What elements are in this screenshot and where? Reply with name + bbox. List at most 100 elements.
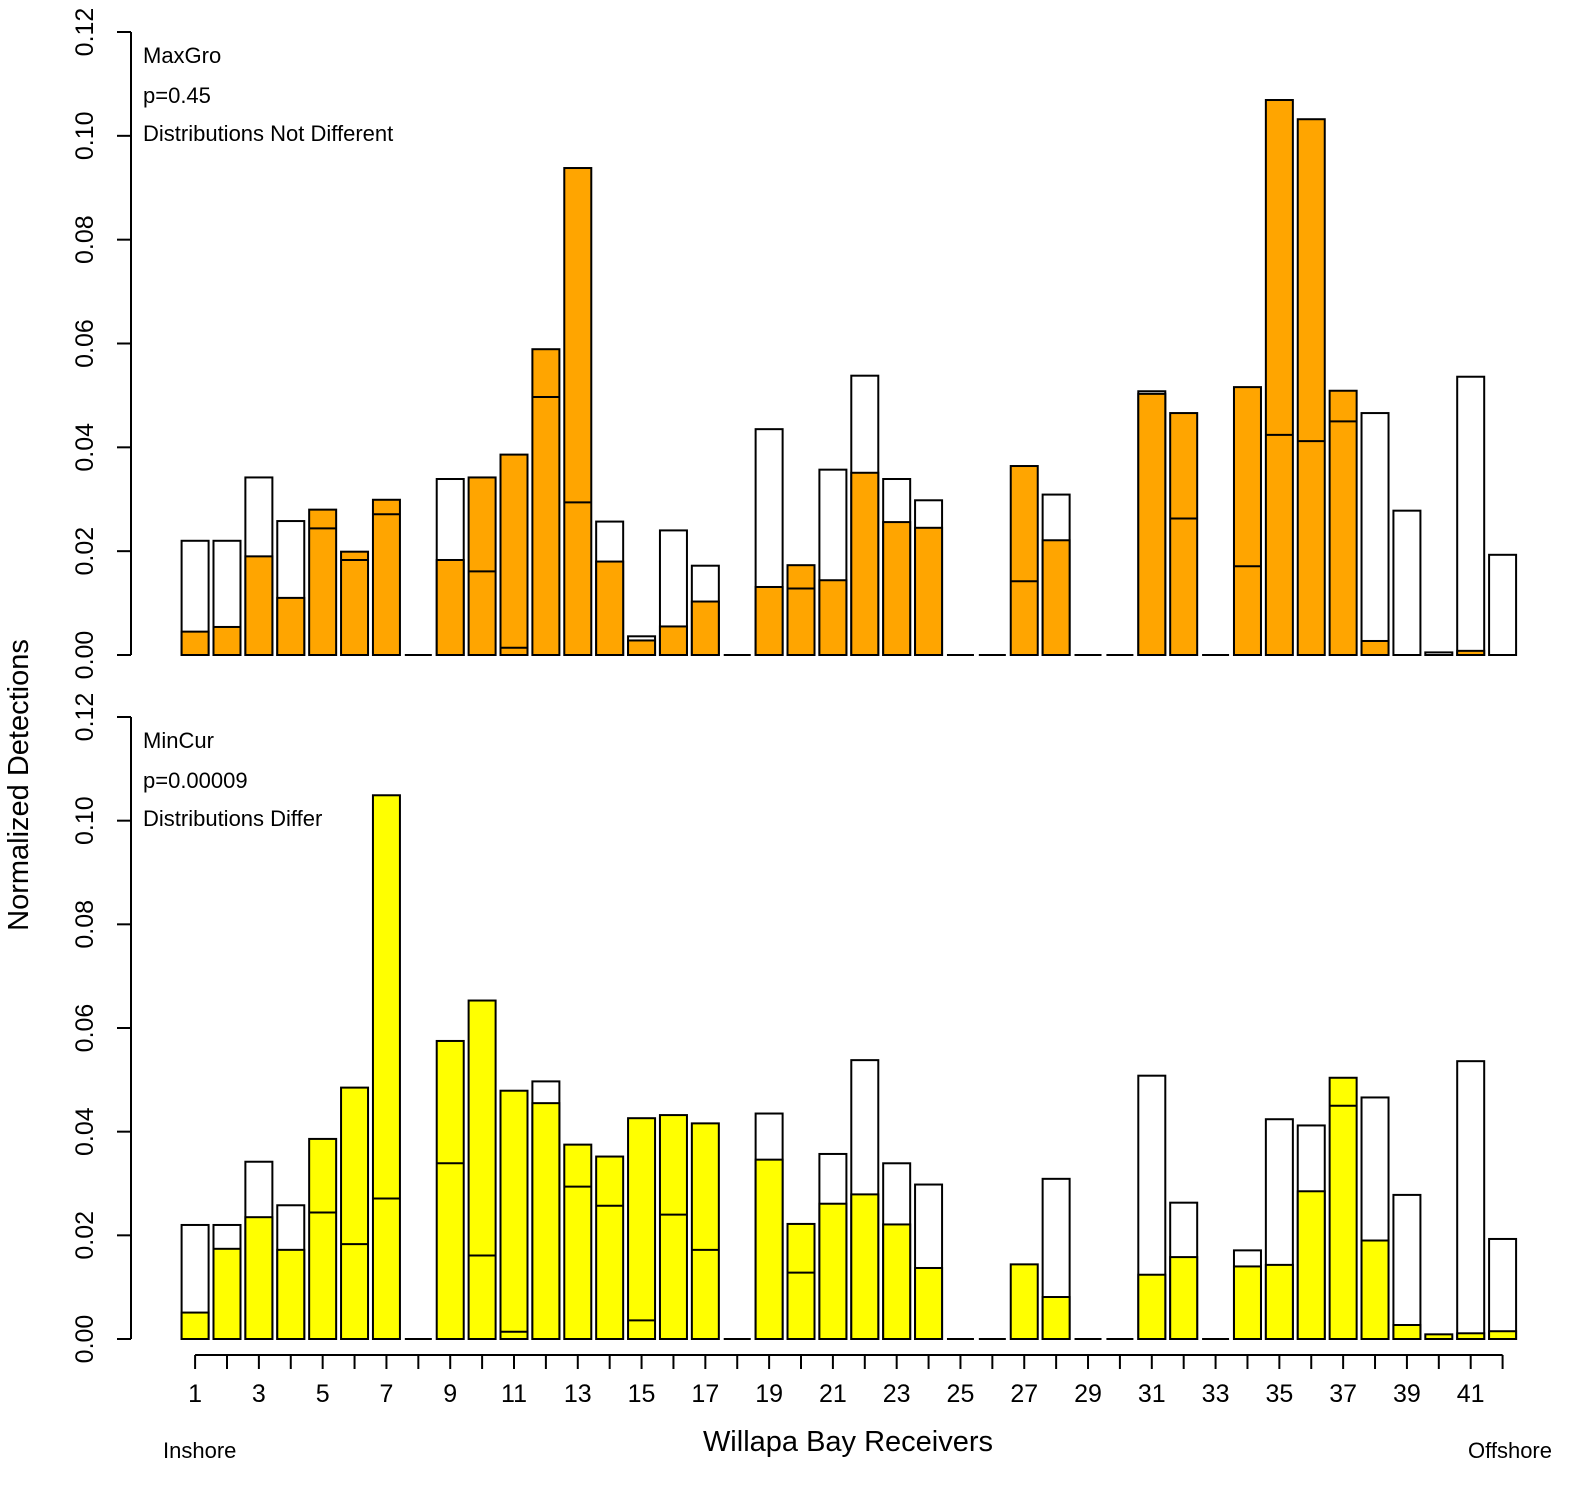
x-tick-label: 7 xyxy=(379,1380,393,1408)
bar-group-14 xyxy=(595,520,625,656)
bar-group-4 xyxy=(276,1204,306,1341)
bar-group-15 xyxy=(627,1117,657,1340)
bar-fill xyxy=(627,639,657,656)
bar-group-3 xyxy=(244,1160,274,1340)
bar-group-24 xyxy=(914,499,944,656)
bar-group-20 xyxy=(786,1222,816,1341)
bar-fill xyxy=(1009,1263,1039,1340)
bar-group-10 xyxy=(467,476,497,656)
x-tick-label: 17 xyxy=(691,1380,719,1408)
bar-fill xyxy=(1424,1333,1454,1340)
bar-group-27 xyxy=(1009,465,1039,657)
bar-group-35 xyxy=(1264,99,1294,657)
y-axis-label: Normalized Detections xyxy=(3,639,35,931)
bar-group-16 xyxy=(658,1114,688,1340)
bar-group-10 xyxy=(467,999,497,1340)
x-tick-label: 37 xyxy=(1329,1380,1357,1408)
bar-group-39 xyxy=(1392,1193,1422,1341)
bar-fill xyxy=(1456,1332,1486,1341)
x-tick-label: 21 xyxy=(819,1380,847,1408)
x-tick-label: 9 xyxy=(443,1380,457,1408)
bar-fill xyxy=(1169,1256,1199,1341)
bar-group-34 xyxy=(1232,386,1262,656)
bar-outline xyxy=(1456,1060,1486,1340)
bar-group-42 xyxy=(1488,553,1518,657)
bar-fill xyxy=(627,1117,657,1340)
panel-annotation: MinCur xyxy=(143,728,214,753)
bar-fill xyxy=(1456,649,1486,657)
bar-fill xyxy=(308,1137,338,1340)
bar-fill xyxy=(499,1089,529,1341)
bar-group-38 xyxy=(1360,1096,1390,1341)
bar-fill xyxy=(754,585,784,657)
bar-fill xyxy=(435,558,465,656)
bar-fill xyxy=(1009,465,1039,657)
bar-group-38 xyxy=(1360,412,1390,656)
bar-group-5 xyxy=(308,1137,338,1340)
bar-fill xyxy=(914,1266,944,1340)
y-tick-label: 0.02 xyxy=(71,1211,99,1260)
bar-fill xyxy=(244,555,274,657)
y-tick-label: 0.02 xyxy=(71,527,99,576)
bar-fill xyxy=(1360,639,1390,656)
bar-fill xyxy=(1296,118,1326,657)
bar-outline xyxy=(1456,375,1486,656)
x-tick-label: 15 xyxy=(628,1380,656,1408)
bar-group-23 xyxy=(882,1162,912,1341)
bar-fill xyxy=(818,579,848,656)
bar-group-32 xyxy=(1169,1201,1199,1341)
x-tick-label: 41 xyxy=(1457,1380,1485,1408)
bar-group-19 xyxy=(754,1112,784,1341)
bar-group-40 xyxy=(1424,651,1454,657)
bar-group-20 xyxy=(786,564,816,656)
bar-group-36 xyxy=(1296,118,1326,657)
x-tick-label: 35 xyxy=(1265,1380,1293,1408)
bar-group-13 xyxy=(563,167,593,656)
bar-group-37 xyxy=(1328,1076,1358,1340)
bar-group-21 xyxy=(818,1152,848,1340)
bar-fill xyxy=(371,794,401,1340)
bar-fill xyxy=(1264,99,1294,657)
y-tick-label: 0.00 xyxy=(71,631,99,680)
bar-fill xyxy=(595,560,625,656)
bar-group-11 xyxy=(499,1089,529,1341)
bar-fill xyxy=(850,471,880,656)
bar-group-9 xyxy=(435,478,465,656)
bar-outline xyxy=(1360,412,1390,656)
y-tick-label: 0.00 xyxy=(71,1315,99,1364)
bar-fill xyxy=(531,1102,561,1340)
bar-fill xyxy=(1328,1076,1358,1340)
bar-group-42 xyxy=(1488,1237,1518,1340)
bar-fill xyxy=(180,630,210,657)
panel-mincur: 0.00 0.02 0.04 0.06 0.08 0.10 0.12 MinCur p=0.00… xyxy=(71,693,1518,1364)
bar-group-2 xyxy=(212,1223,242,1341)
bar-fill xyxy=(1328,389,1358,656)
inshore-label: Inshore xyxy=(163,1438,236,1463)
x-tick-label: 25 xyxy=(947,1380,975,1408)
bar-group-39 xyxy=(1392,509,1422,656)
bar-group-37 xyxy=(1328,389,1358,656)
bar-fill xyxy=(244,1216,274,1340)
bar-group-21 xyxy=(818,468,848,656)
offshore-label: Offshore xyxy=(1468,1438,1552,1463)
bar-fill xyxy=(1041,1296,1071,1341)
bar-group-14 xyxy=(595,1155,625,1340)
bar-fill xyxy=(914,526,944,656)
bar-group-4 xyxy=(276,520,306,656)
bar-group-12 xyxy=(531,348,561,656)
x-tick-label: 27 xyxy=(1010,1380,1038,1408)
x-tick-label: 13 xyxy=(564,1380,592,1408)
bar-fill xyxy=(276,1248,306,1341)
bar-fill xyxy=(212,625,242,657)
bar-outline xyxy=(1488,553,1518,657)
bar-fill xyxy=(1041,539,1071,656)
x-tick-label: 31 xyxy=(1138,1380,1166,1408)
bar-fill xyxy=(1137,1273,1167,1341)
bar-group-6 xyxy=(340,550,370,657)
bar-fill xyxy=(850,1193,880,1341)
bar-fill xyxy=(563,1143,593,1340)
bar-group-11 xyxy=(499,453,529,656)
bar-fill xyxy=(340,550,370,657)
